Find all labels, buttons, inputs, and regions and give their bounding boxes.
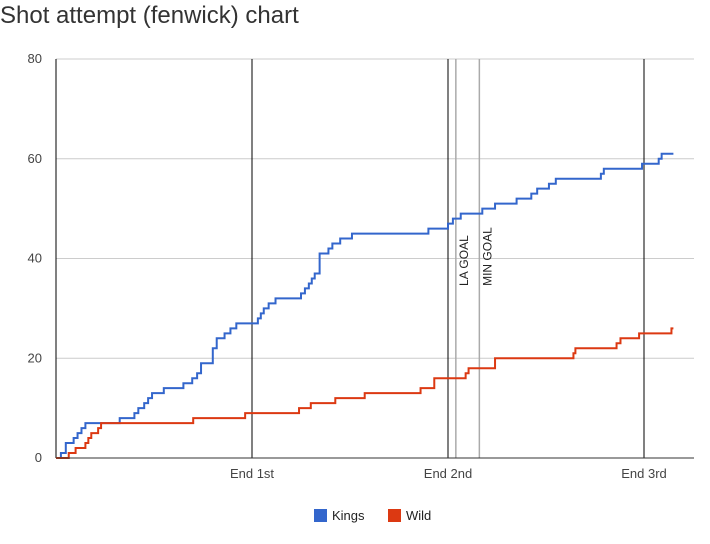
goal-label-0: LA GOAL — [457, 235, 471, 286]
tick-labels: 0 20 40 60 80 End 1st End 2nd End 3rd — [28, 51, 667, 481]
y-tick-label-60: 60 — [28, 151, 42, 166]
goal-label-1: MIN GOAL — [480, 227, 494, 286]
goal-markers: LA GOAL MIN GOAL — [455, 59, 494, 458]
chart-title: Shot attempt (fenwick) chart — [0, 2, 299, 29]
x-tick-label-40: End 2nd — [424, 466, 472, 481]
series-lines — [56, 152, 674, 459]
grid-lines — [56, 58, 694, 359]
legend-label-kings[interactable]: Kings — [332, 508, 365, 523]
y-tick-label-20: 20 — [28, 350, 42, 365]
series-line-kings — [56, 152, 674, 459]
x-tick-label-20: End 1st — [230, 466, 274, 481]
legend-label-wild[interactable]: Wild — [406, 508, 431, 523]
legend-swatch-kings[interactable] — [314, 509, 327, 522]
x-tick-label-60: End 3rd — [621, 466, 667, 481]
y-tick-label-0: 0 — [35, 450, 42, 465]
y-tick-label-40: 40 — [28, 251, 42, 266]
period-divider-lines — [55, 59, 645, 458]
legend[interactable]: Kings Wild — [314, 508, 431, 523]
legend-swatch-wild[interactable] — [388, 509, 401, 522]
series-line-wild — [56, 327, 674, 459]
y-tick-label-80: 80 — [28, 51, 42, 66]
